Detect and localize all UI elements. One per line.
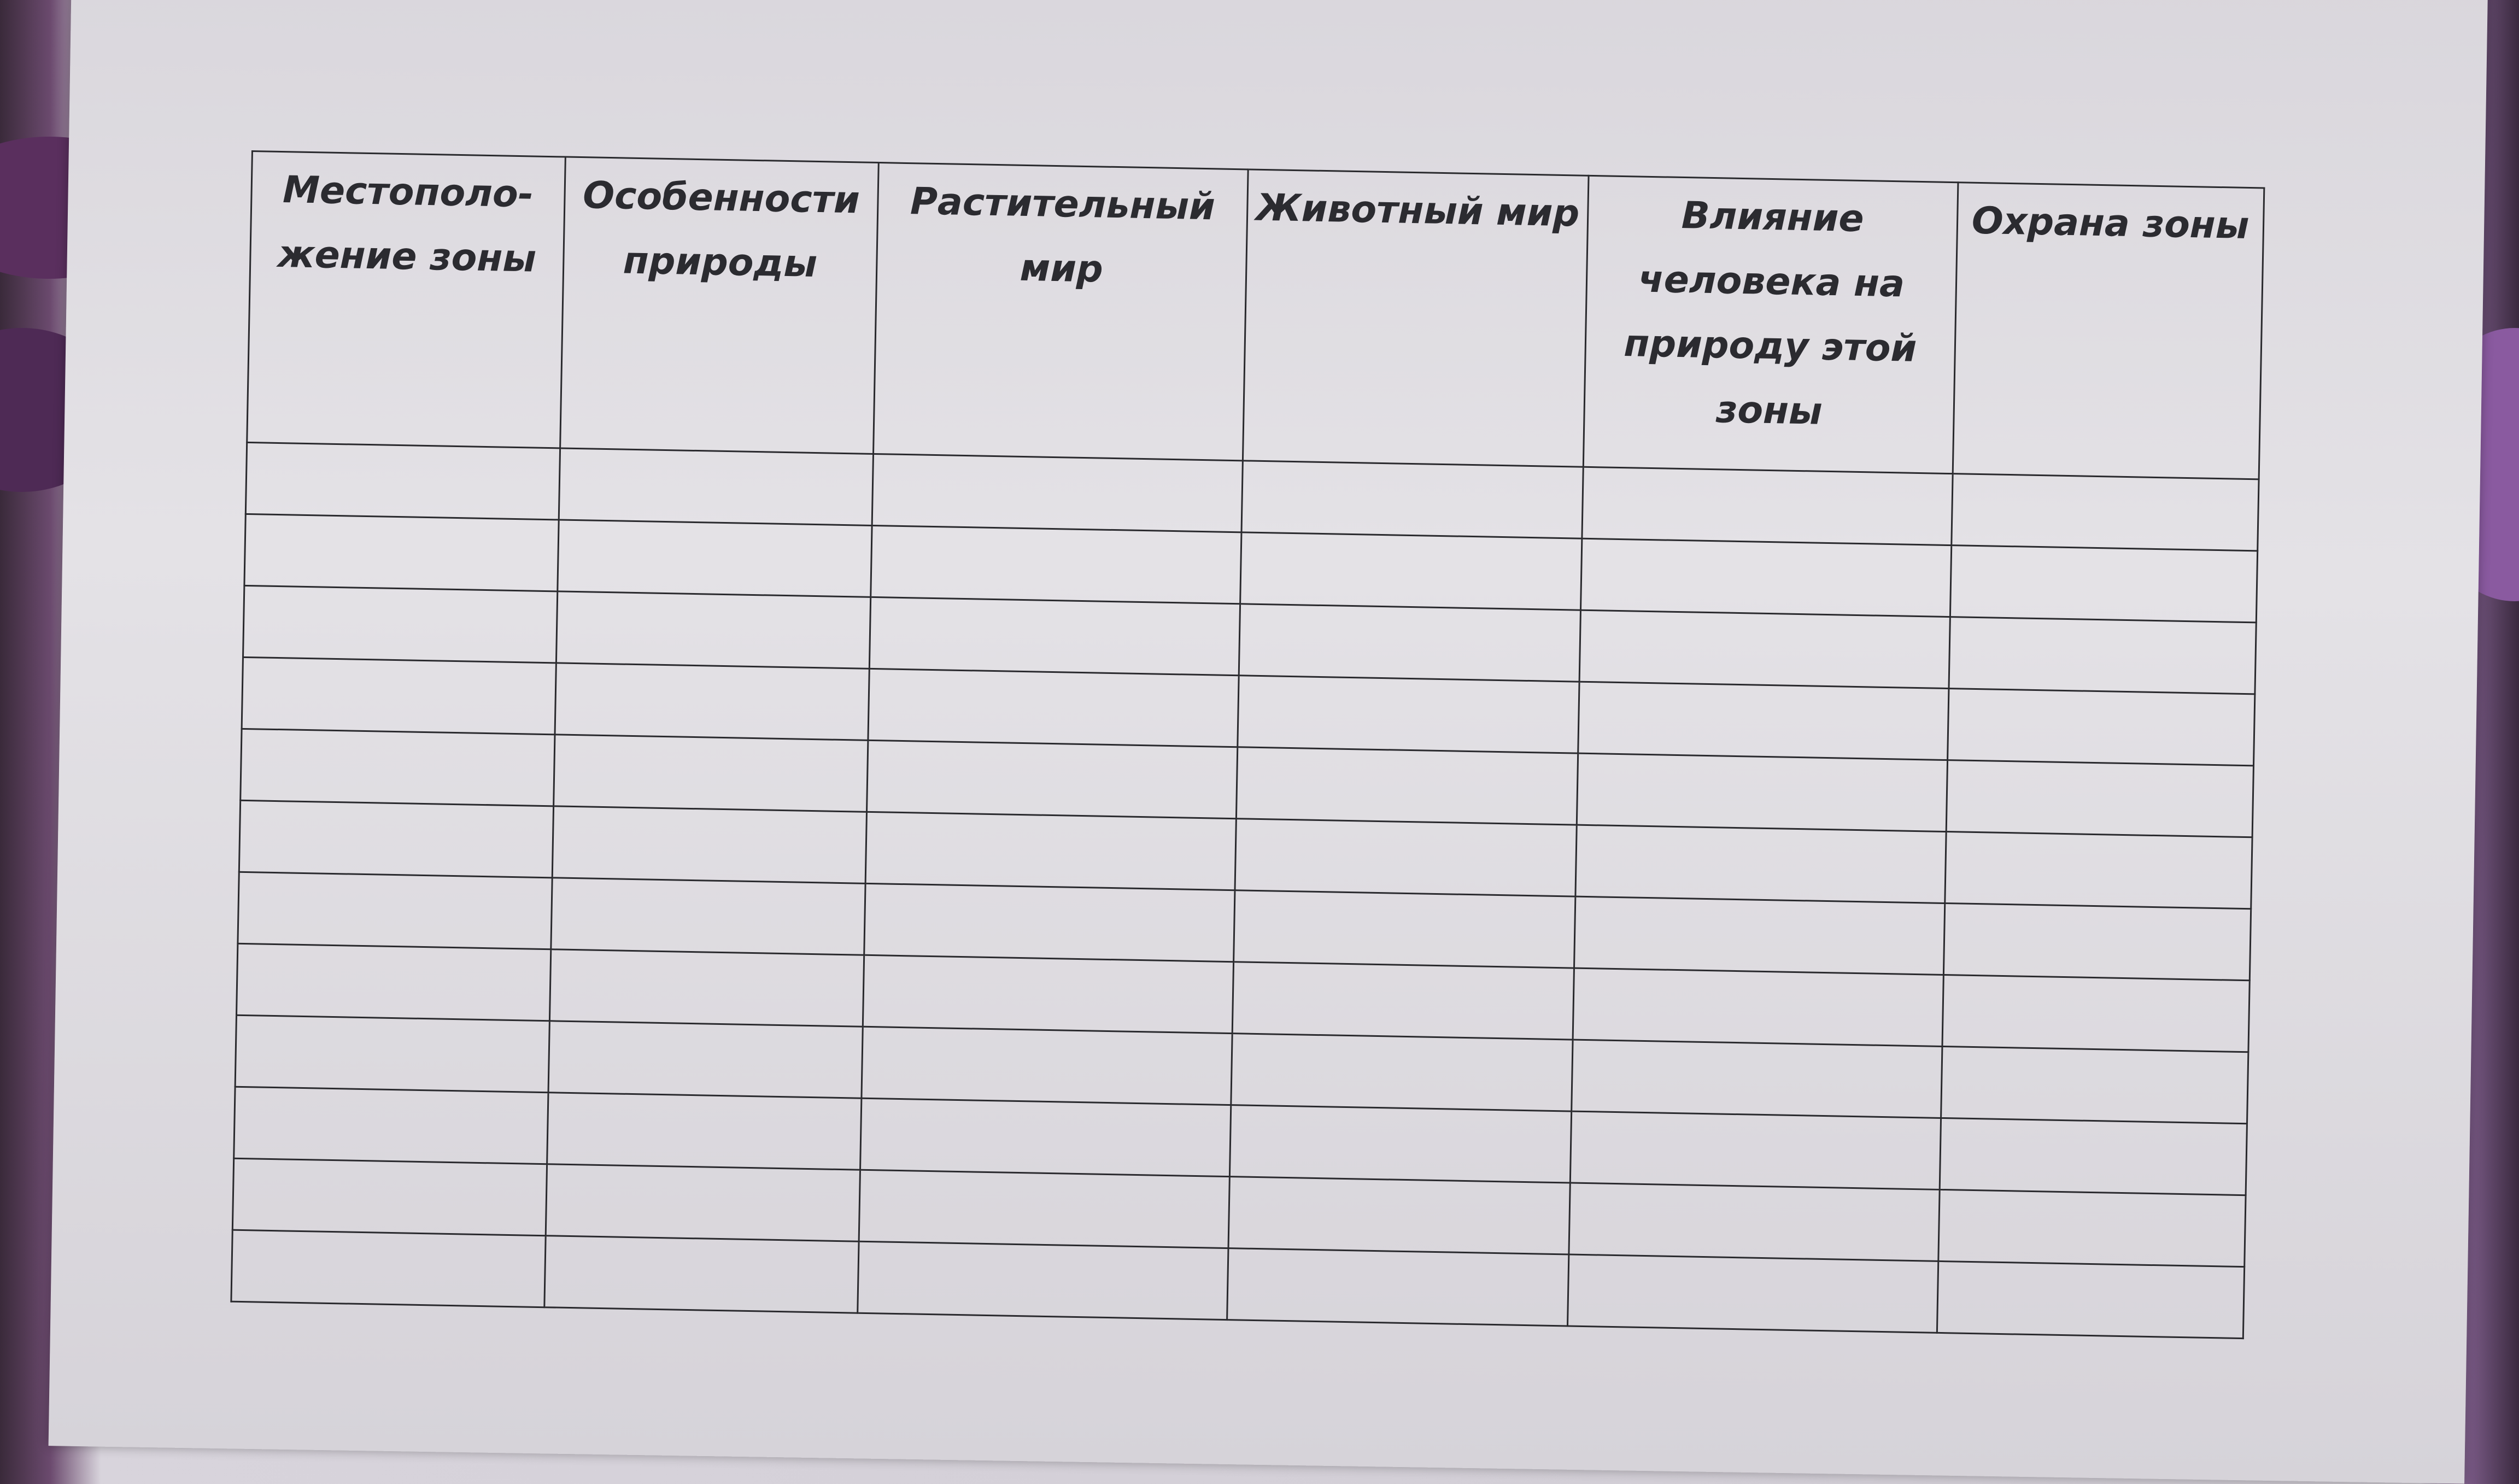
table-cell <box>243 585 558 663</box>
table-cell <box>1234 818 1577 897</box>
table-cell <box>245 442 560 520</box>
table-cell <box>1937 1261 2245 1339</box>
table-cell <box>1579 610 1950 689</box>
table-cell <box>1940 1118 2247 1195</box>
table-cell <box>1574 896 1945 975</box>
table-cell <box>1236 747 1578 825</box>
table-cell <box>549 949 864 1027</box>
table-cell <box>547 1092 862 1170</box>
table-cell <box>1568 1183 1940 1262</box>
table-cell <box>868 668 1239 747</box>
table-cell <box>1575 825 1947 904</box>
table-cell <box>865 812 1237 890</box>
table-cell <box>1948 617 2257 694</box>
table-cell <box>557 519 872 597</box>
table-cell <box>239 800 554 878</box>
table-cell <box>1951 473 2259 551</box>
table-cell <box>1573 968 1944 1047</box>
table-cell <box>859 1170 1230 1248</box>
header-row: Местополо-жение зоны Особенности природы… <box>247 151 2264 479</box>
table-cell <box>1229 1105 1572 1183</box>
table-cell <box>1943 903 2251 981</box>
table-cell <box>240 729 555 806</box>
header-nature-features: Особенности природы <box>560 157 879 454</box>
table-cell <box>1241 460 1584 539</box>
table-cell <box>1946 760 2254 837</box>
table-cell <box>864 883 1235 962</box>
table-cell <box>1950 545 2258 623</box>
table-cell <box>555 662 870 741</box>
table-cell <box>1947 688 2255 766</box>
table-cell <box>1942 975 2250 1052</box>
table-cell <box>870 525 1241 604</box>
table-cell <box>237 872 553 949</box>
table-cell <box>1239 603 1581 682</box>
table-cell <box>556 591 871 669</box>
table-cell <box>232 1158 547 1236</box>
table-cell <box>231 1230 546 1307</box>
table-cell <box>548 1020 863 1099</box>
table-cell <box>244 514 559 591</box>
table-cell <box>1941 1046 2248 1124</box>
table-cell <box>544 1235 859 1313</box>
table-cell <box>1237 675 1580 754</box>
table-cell <box>1570 1111 1941 1190</box>
header-flora: Растительный мир <box>873 162 1249 461</box>
table-cell <box>872 454 1243 532</box>
table-cell <box>233 1087 549 1164</box>
table-cell <box>1581 467 1953 545</box>
table-cell <box>1227 1248 1569 1326</box>
table-cell <box>559 448 874 526</box>
table-cell <box>863 955 1234 1034</box>
table-cell <box>1580 538 1952 617</box>
table-cell <box>1944 831 2253 909</box>
header-fauna: Животный мир <box>1243 169 1589 467</box>
table-cell <box>860 1098 1231 1177</box>
table-cell <box>235 1015 550 1093</box>
table-cell <box>1233 890 1575 969</box>
table-cell <box>866 740 1238 819</box>
header-protection: Охрана зоны <box>1953 182 2264 479</box>
table-cell <box>553 734 868 812</box>
table-cell <box>1228 1176 1571 1255</box>
table-cell <box>1578 682 1949 760</box>
table-cell <box>869 597 1240 676</box>
header-human-impact: Влияние человека на природу этой зоны <box>1583 175 1958 474</box>
table-cell <box>550 877 866 955</box>
table-cell <box>1567 1254 1938 1333</box>
table-cell <box>552 806 867 884</box>
table-cell <box>1231 1033 1573 1112</box>
worksheet-table: Местополо-жение зоны Особенности природы… <box>230 150 2265 1339</box>
table-cell <box>1571 1040 1942 1118</box>
table-cell <box>857 1241 1228 1320</box>
table-cell <box>1577 753 1948 832</box>
table-cell <box>546 1164 860 1242</box>
table-cell <box>236 943 551 1021</box>
table-cell <box>1240 532 1582 611</box>
table-cell <box>861 1027 1233 1105</box>
table-cell <box>1232 961 1574 1040</box>
worksheet-table-container: Местополо-жение зоны Особенности природы… <box>230 150 2265 1339</box>
table-cell <box>242 657 556 735</box>
table-cell <box>1938 1189 2246 1267</box>
header-location: Местополо-жение зоны <box>247 151 566 448</box>
